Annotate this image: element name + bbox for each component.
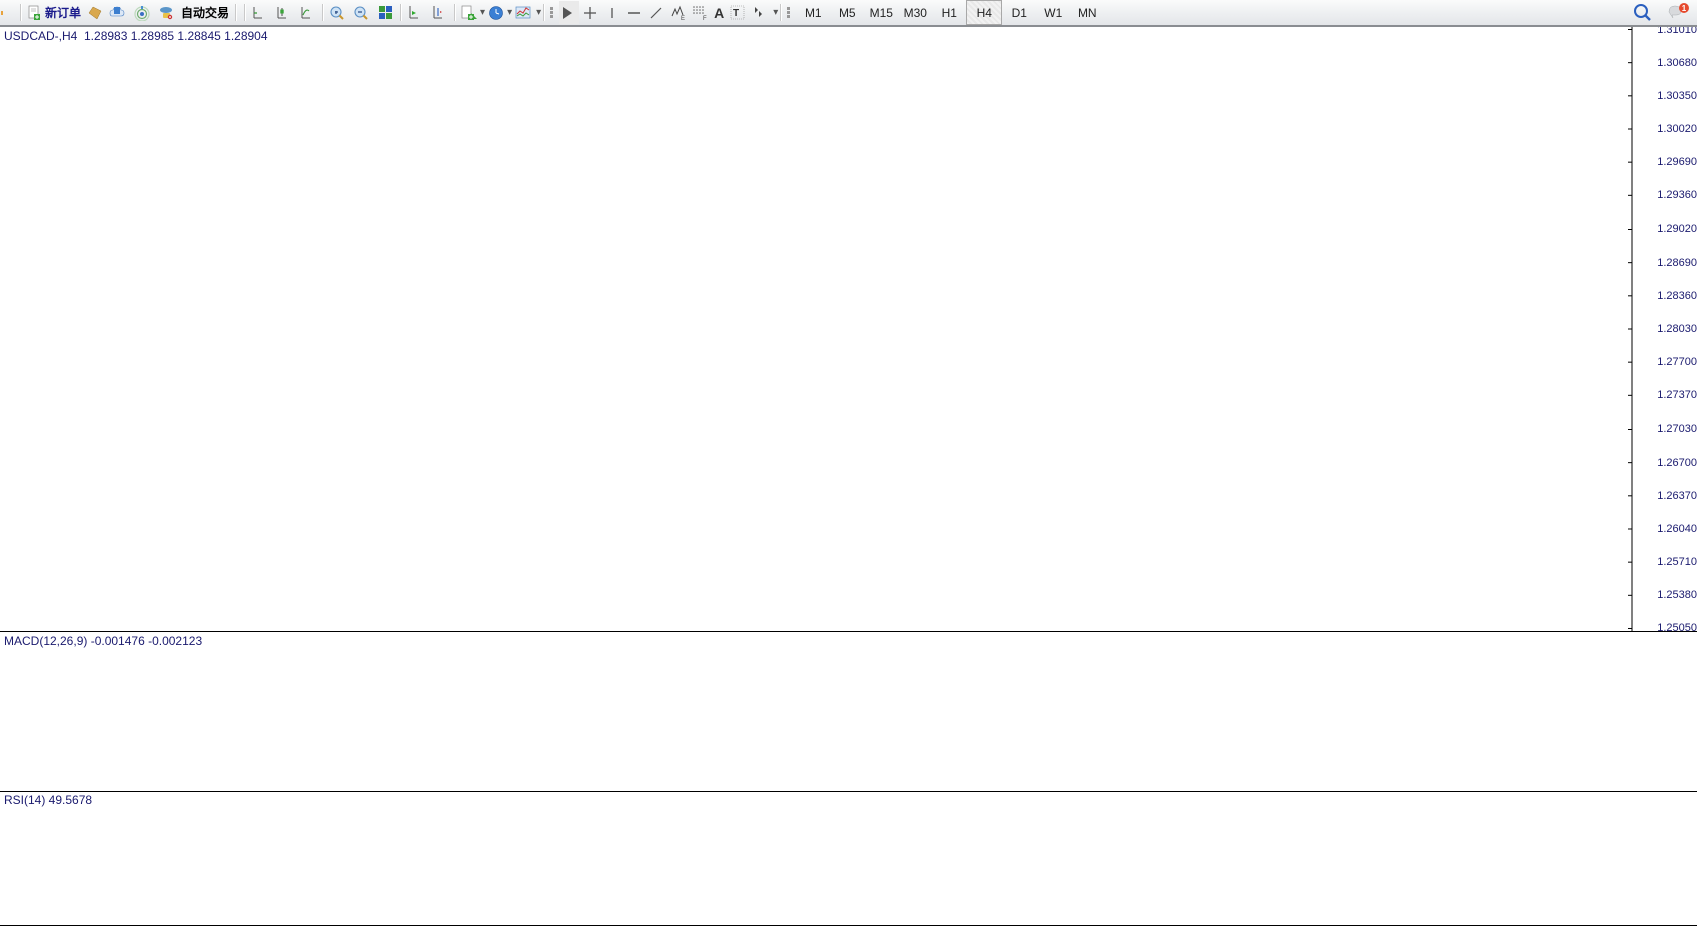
svg-text:T: T	[733, 8, 739, 19]
svg-text:1: 1	[1682, 4, 1687, 13]
svg-text:F: F	[703, 16, 707, 21]
svg-text:E: E	[681, 16, 685, 21]
